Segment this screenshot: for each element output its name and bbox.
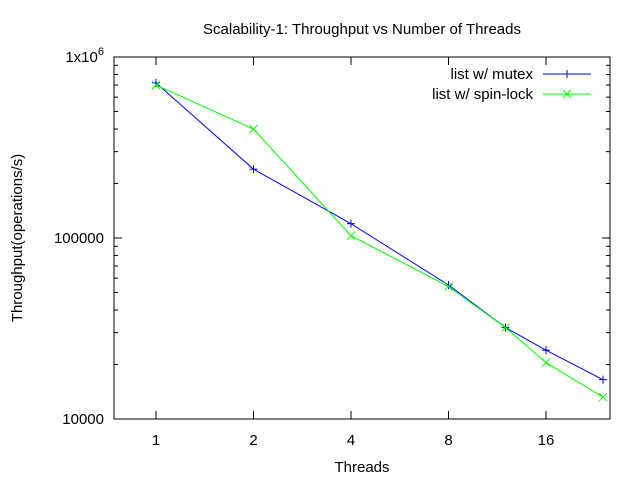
x-tick-label: 4 — [347, 432, 355, 449]
y-tick-label: 100000 — [54, 230, 104, 247]
x-tick-label: 2 — [249, 432, 257, 449]
x-axis-label: Threads — [334, 459, 389, 476]
chart-title: Scalability-1: Throughput vs Number of T… — [203, 21, 521, 38]
x-tick-label: 1 — [152, 432, 160, 449]
legend-label-list-w-mutex: list w/ mutex — [450, 66, 533, 83]
series-layer — [151, 78, 608, 402]
data-point-list-w-spin-lock — [444, 282, 453, 291]
data-point-list-w-mutex — [347, 219, 355, 228]
series-line-list-w-mutex — [155, 82, 604, 381]
legend-marker-list-w-mutex — [563, 70, 571, 78]
data-point-list-w-spin-lock — [346, 231, 356, 241]
y-tick-label: 1x106 — [65, 46, 104, 66]
ticks-layer: 1 2 4 8 16 10000 100000 1x106 — [54, 46, 610, 449]
legend-label-list-w-spin-lock: list w/ spin-lock — [432, 86, 533, 103]
data-point-list-w-spin-lock — [249, 124, 258, 134]
y-axis-label: Throughput(operations/s) — [9, 154, 26, 322]
data-point-list-w-spin-lock — [598, 392, 608, 402]
x-tick-label: 8 — [444, 432, 452, 449]
data-point-list-w-mutex — [542, 346, 550, 355]
x-tick-label: 16 — [538, 432, 555, 449]
data-point-list-w-spin-lock — [541, 358, 551, 367]
data-point-list-w-spin-lock — [501, 323, 510, 332]
legend: list w/ mutex list w/ spin-lock — [432, 66, 591, 103]
data-point-list-w-mutex — [599, 375, 608, 384]
y-tick-label: 10000 — [62, 411, 104, 428]
legend-marker-list-w-spin-lock — [562, 89, 572, 99]
data-point-list-w-mutex — [249, 165, 258, 174]
data-point-list-w-spin-lock — [151, 80, 161, 90]
